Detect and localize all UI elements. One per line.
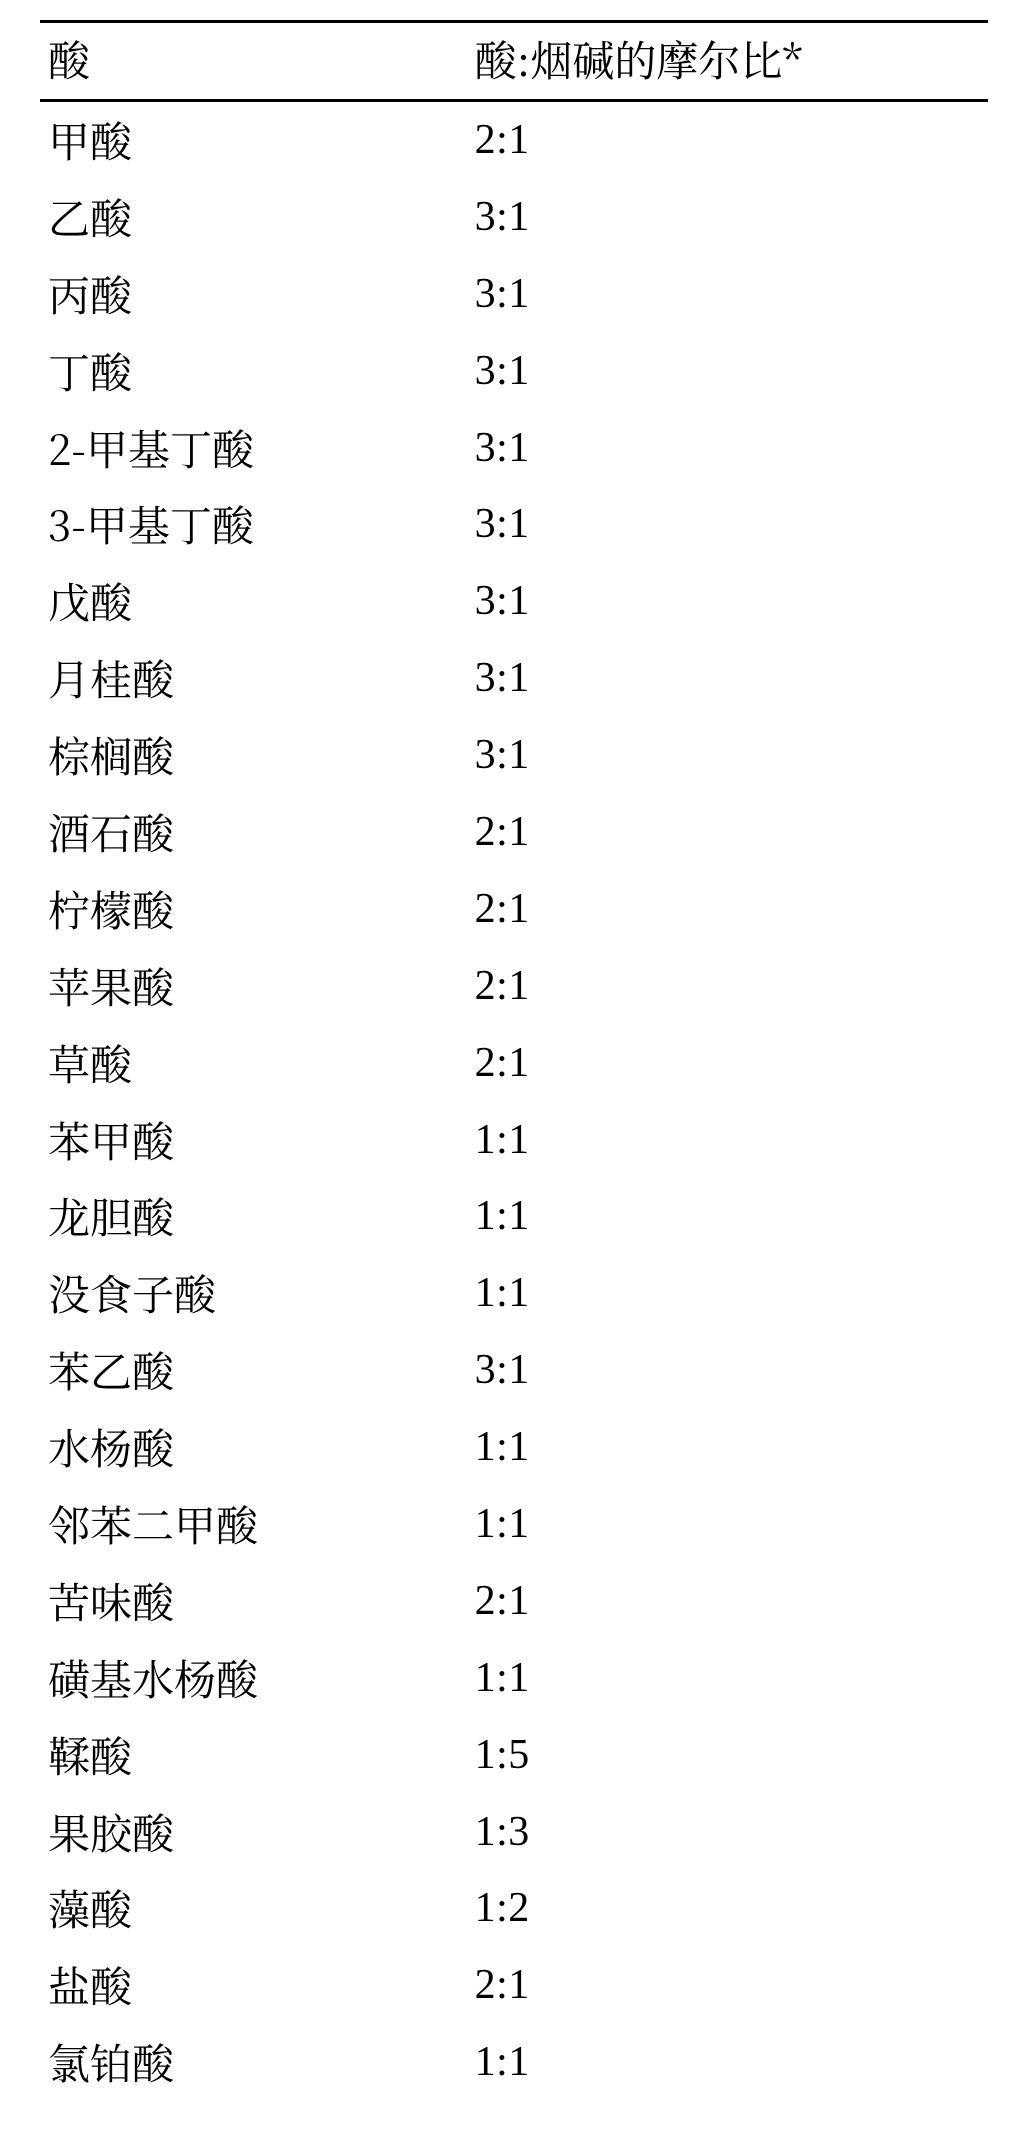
- cell-ratio: 3:1: [467, 640, 988, 717]
- cell-ratio: 1:1: [467, 1486, 988, 1563]
- cell-ratio: 1:3: [467, 1794, 988, 1871]
- cell-ratio: 2:1: [467, 1025, 988, 1102]
- table-row: 2-甲基丁酸3:1: [40, 410, 988, 487]
- cell-acid: 戊酸: [40, 563, 467, 640]
- col-header-ratio: 酸:烟碱的摩尔比*: [467, 22, 988, 101]
- cell-acid: 邻苯二甲酸: [40, 1486, 467, 1563]
- cell-acid: 果胶酸: [40, 1794, 467, 1871]
- cell-ratio: 2:1: [467, 101, 988, 179]
- table-body: 甲酸2:1 乙酸3:1 丙酸3:1 丁酸3:1 2-甲基丁酸3:1 3-甲基丁酸…: [40, 101, 988, 2102]
- table-row: 酒石酸2:1: [40, 794, 988, 871]
- cell-ratio: 3:1: [467, 256, 988, 333]
- table-row: 邻苯二甲酸1:1: [40, 1486, 988, 1563]
- cell-ratio: 1:5: [467, 1717, 988, 1794]
- table-row: 鞣酸1:5: [40, 1717, 988, 1794]
- col-header-acid: 酸: [40, 22, 467, 101]
- cell-acid: 磺基水杨酸: [40, 1640, 467, 1717]
- cell-acid: 藻酸: [40, 1870, 467, 1947]
- table-row: 丁酸3:1: [40, 333, 988, 410]
- cell-ratio: 1:1: [467, 1255, 988, 1332]
- table-header-row: 酸 酸:烟碱的摩尔比*: [40, 22, 988, 101]
- cell-ratio: 1:1: [467, 1640, 988, 1717]
- cell-ratio: 1:1: [467, 1409, 988, 1486]
- cell-acid: 苯乙酸: [40, 1332, 467, 1409]
- cell-ratio: 1:1: [467, 1102, 988, 1179]
- cell-ratio: 1:1: [467, 1178, 988, 1255]
- cell-acid: 苯甲酸: [40, 1102, 467, 1179]
- cell-ratio: 2:1: [467, 948, 988, 1025]
- cell-ratio: 1:2: [467, 1870, 988, 1947]
- cell-acid: 3-甲基丁酸: [40, 486, 467, 563]
- cell-ratio: 3:1: [467, 1332, 988, 1409]
- table-row: 棕榈酸3:1: [40, 717, 988, 794]
- cell-acid: 甲酸: [40, 101, 467, 179]
- table-row: 没食子酸1:1: [40, 1255, 988, 1332]
- table-row: 戊酸3:1: [40, 563, 988, 640]
- cell-ratio: 3:1: [467, 717, 988, 794]
- table-row: 月桂酸3:1: [40, 640, 988, 717]
- cell-acid: 苹果酸: [40, 948, 467, 1025]
- cell-ratio: 2:1: [467, 1947, 988, 2024]
- table-row: 龙胆酸1:1: [40, 1178, 988, 1255]
- table-row: 丙酸3:1: [40, 256, 988, 333]
- cell-acid: 龙胆酸: [40, 1178, 467, 1255]
- table-row: 氯铂酸1:1: [40, 2024, 988, 2101]
- cell-acid: 酒石酸: [40, 794, 467, 871]
- cell-acid: 苦味酸: [40, 1563, 467, 1640]
- cell-acid: 2-甲基丁酸: [40, 410, 467, 487]
- table-row: 果胶酸1:3: [40, 1794, 988, 1871]
- table-row: 草酸2:1: [40, 1025, 988, 1102]
- cell-acid: 月桂酸: [40, 640, 467, 717]
- cell-acid: 水杨酸: [40, 1409, 467, 1486]
- table-row: 乙酸3:1: [40, 179, 988, 256]
- cell-acid: 草酸: [40, 1025, 467, 1102]
- molar-ratio-table: 酸 酸:烟碱的摩尔比* 甲酸2:1 乙酸3:1 丙酸3:1 丁酸3:1 2-甲基…: [40, 20, 988, 2101]
- table-row: 苯乙酸3:1: [40, 1332, 988, 1409]
- cell-ratio: 2:1: [467, 794, 988, 871]
- table-row: 甲酸2:1: [40, 101, 988, 179]
- cell-acid: 盐酸: [40, 1947, 467, 2024]
- cell-acid: 乙酸: [40, 179, 467, 256]
- cell-ratio: 3:1: [467, 410, 988, 487]
- cell-acid: 丁酸: [40, 333, 467, 410]
- cell-ratio: 2:1: [467, 871, 988, 948]
- cell-acid: 棕榈酸: [40, 717, 467, 794]
- table-row: 盐酸2:1: [40, 1947, 988, 2024]
- table-row: 柠檬酸2:1: [40, 871, 988, 948]
- cell-acid: 丙酸: [40, 256, 467, 333]
- cell-ratio: 3:1: [467, 179, 988, 256]
- cell-acid: 没食子酸: [40, 1255, 467, 1332]
- table-row: 苦味酸2:1: [40, 1563, 988, 1640]
- page-container: 酸 酸:烟碱的摩尔比* 甲酸2:1 乙酸3:1 丙酸3:1 丁酸3:1 2-甲基…: [0, 0, 1028, 2141]
- cell-ratio: 1:1: [467, 2024, 988, 2101]
- cell-ratio: 3:1: [467, 563, 988, 640]
- cell-ratio: 3:1: [467, 333, 988, 410]
- table-row: 苹果酸2:1: [40, 948, 988, 1025]
- cell-ratio: 3:1: [467, 486, 988, 563]
- cell-acid: 鞣酸: [40, 1717, 467, 1794]
- cell-ratio: 2:1: [467, 1563, 988, 1640]
- cell-acid: 氯铂酸: [40, 2024, 467, 2101]
- table-row: 苯甲酸1:1: [40, 1102, 988, 1179]
- table-row: 3-甲基丁酸3:1: [40, 486, 988, 563]
- table-row: 藻酸1:2: [40, 1870, 988, 1947]
- table-row: 水杨酸1:1: [40, 1409, 988, 1486]
- cell-acid: 柠檬酸: [40, 871, 467, 948]
- table-row: 磺基水杨酸1:1: [40, 1640, 988, 1717]
